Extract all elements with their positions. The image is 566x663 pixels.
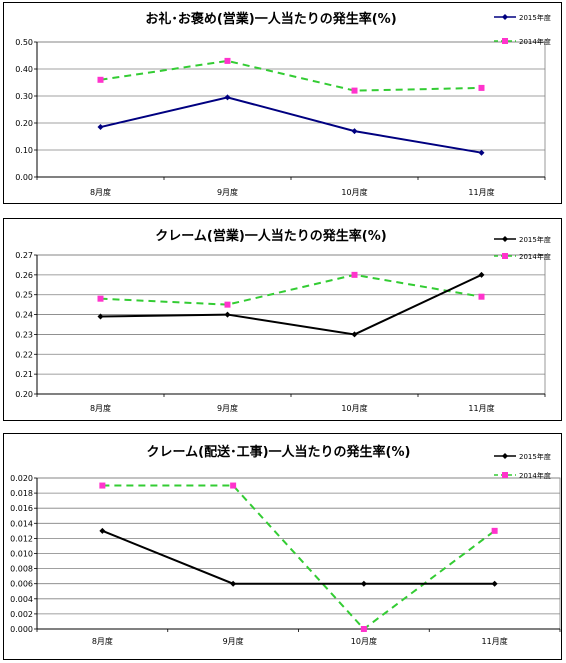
y-tick-label: 0.40 [15, 65, 33, 74]
y-tick-label: 0.25 [15, 291, 33, 300]
legend-label: 2015年度 [519, 13, 551, 22]
data-point [224, 94, 231, 101]
y-tick-label: 0.020 [10, 474, 33, 483]
series-line [100, 59, 482, 92]
legend-marker [502, 14, 508, 20]
chart-title: クレーム(営業)一人当たりの発生率(%) [155, 228, 386, 244]
data-point [351, 87, 358, 94]
chart-title: クレーム(配送･工事)一人当たりの発生率(%) [147, 444, 411, 460]
x-tick-label: 10月度 [351, 636, 377, 646]
y-tick-label: 0.002 [10, 610, 33, 619]
legend-label: 2015年度 [519, 452, 551, 461]
legend-marker [502, 453, 508, 459]
data-point [360, 580, 367, 587]
data-point [97, 76, 104, 83]
x-tick-label: 11月度 [468, 187, 494, 197]
series-line [100, 273, 482, 306]
legend-marker [502, 38, 508, 44]
y-tick-label: 0.30 [15, 92, 33, 101]
data-point [478, 271, 485, 278]
x-tick-label: 11月度 [468, 403, 494, 413]
legend-marker [502, 253, 508, 259]
data-point [351, 331, 358, 338]
y-tick-label: 0.014 [10, 519, 33, 528]
data-point [491, 527, 498, 534]
y-tick-label: 0.20 [15, 390, 33, 399]
x-tick-label: 10月度 [341, 187, 367, 197]
data-point [478, 84, 485, 91]
data-point [351, 128, 358, 135]
y-tick-label: 0.012 [10, 534, 33, 543]
series-line [102, 529, 495, 585]
data-point [224, 311, 231, 318]
y-tick-label: 0.006 [10, 580, 33, 589]
chart-panel-1: お礼･お褒め(営業)一人当たりの発生率(%) 0.00 0.10 0.20 0.30 0.… [3, 2, 562, 204]
chart-title: お礼･お褒め(営業)一人当たりの発生率(%) [145, 11, 396, 27]
legend-marker [502, 472, 508, 478]
data-point [99, 527, 106, 534]
y-tick-label: 0.010 [10, 550, 33, 559]
y-tick-label: 0.004 [10, 595, 33, 604]
y-tick-label: 0.23 [15, 330, 33, 339]
y-tick-label: 0.27 [15, 251, 33, 260]
y-tick-label: 0.000 [10, 625, 33, 634]
chart-1: お礼･お褒め(営業)一人当たりの発生率(%) 0.00 0.10 0.20 0.30 0.… [15, 11, 551, 197]
y-tick-label: 0.20 [15, 119, 33, 128]
x-tick-label: 9月度 [217, 403, 238, 413]
data-point [224, 57, 231, 64]
x-tick-label: 9月度 [223, 636, 244, 646]
y-tick-label: 0.10 [15, 146, 33, 155]
y-tick-label: 0.24 [15, 311, 33, 320]
data-point [360, 626, 367, 632]
data-point [491, 580, 498, 587]
x-tick-label: 8月度 [90, 187, 111, 197]
data-point [230, 482, 237, 489]
data-point [230, 580, 237, 587]
series-line [100, 96, 482, 154]
y-tick-label: 0.21 [15, 370, 33, 379]
data-point [224, 301, 231, 308]
y-tick-label: 0.016 [10, 504, 33, 513]
legend-marker [502, 236, 508, 242]
y-tick-label: 0.00 [15, 173, 33, 182]
chart-3: クレーム(配送･工事)一人当たりの発生率(%) 0.000 0.002 0.004 0.… [10, 444, 561, 646]
x-tick-label: 8月度 [90, 403, 111, 413]
x-tick-label: 11月度 [482, 636, 508, 646]
chart-2: クレーム(営業)一人当たりの発生率(%) 0.20 0.21 0.22 0.23 0.24… [15, 228, 551, 413]
data-point [97, 124, 104, 131]
data-point [478, 293, 485, 300]
data-point [351, 271, 358, 278]
series-line [100, 273, 482, 336]
chart-panel-2: クレーム(営業)一人当たりの発生率(%) 0.20 0.21 0.22 0.23 0.24… [3, 218, 562, 421]
legend-label: 2015年度 [519, 235, 551, 244]
data-point [478, 149, 485, 156]
y-tick-label: 0.22 [15, 350, 33, 359]
series-line [102, 484, 496, 631]
x-tick-label: 8月度 [92, 636, 113, 646]
data-point [99, 482, 106, 489]
legend-label: 2014年度 [519, 471, 551, 480]
data-point [97, 313, 104, 320]
x-tick-label: 9月度 [217, 187, 238, 197]
x-tick-label: 10月度 [341, 403, 367, 413]
chart-panel-3: クレーム(配送･工事)一人当たりの発生率(%) 0.000 0.002 0.004 0.… [3, 433, 562, 660]
y-tick-label: 0.50 [15, 38, 33, 47]
plot-area [36, 41, 546, 178]
y-tick-label: 0.008 [10, 565, 33, 574]
legend-label: 2014年度 [519, 37, 551, 46]
data-point [97, 295, 104, 302]
y-tick-label: 0.018 [10, 489, 33, 498]
legend-label: 2014年度 [519, 252, 551, 261]
y-tick-label: 0.26 [15, 271, 33, 280]
